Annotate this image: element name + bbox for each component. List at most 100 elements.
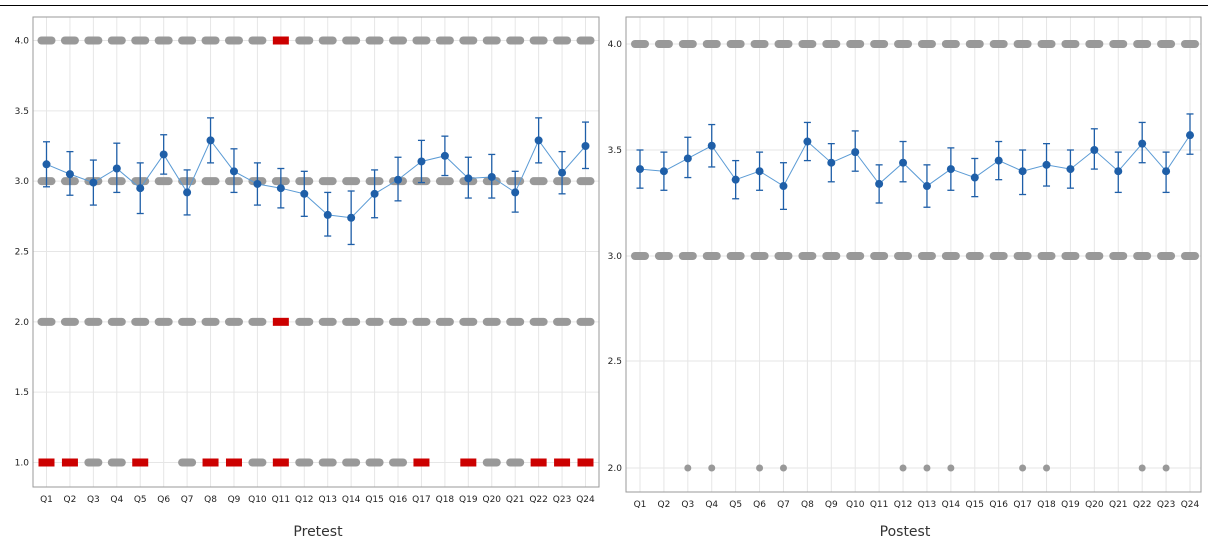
x-tick-label: Q20	[1085, 500, 1104, 510]
response-marker	[846, 252, 865, 260]
response-marker	[1138, 464, 1146, 472]
response-marker	[178, 317, 197, 326]
x-tick-label: Q19	[459, 495, 478, 505]
posttest-panel: 2.0 2.5 3.0 3.5 4.0 Q1 Q2 Q3 Q4 Q5 Q6 Q7 Q8 Q9 Q10 Q11 Q…	[608, 16, 1202, 510]
x-tick-label: Q1	[40, 495, 53, 505]
x-tick-label: Q1	[634, 500, 647, 510]
x-tick-label: Q14	[942, 500, 961, 510]
response-marker	[654, 40, 673, 48]
highlighted-response	[530, 458, 547, 467]
x-tick-label: Q12	[894, 500, 913, 510]
x-tick-label: Q23	[1157, 500, 1176, 510]
response-marker	[389, 458, 408, 467]
response-marker	[506, 458, 525, 467]
response-marker	[917, 40, 936, 48]
x-tick-label: Q8	[801, 500, 814, 510]
response-marker	[1181, 252, 1199, 260]
response-marker	[684, 464, 692, 472]
response-marker	[899, 464, 907, 472]
response-marker	[894, 40, 913, 48]
response-marker	[702, 40, 721, 48]
mean-point	[65, 170, 74, 179]
y-tick-label: 2.5	[15, 248, 29, 258]
response-marker	[154, 177, 173, 186]
x-tick-label: Q17	[1013, 500, 1032, 510]
response-marker	[37, 317, 56, 326]
x-tick-label: Q15	[365, 495, 384, 505]
mean-point	[970, 173, 979, 182]
x-tick-label: Q10	[846, 500, 865, 510]
response-marker	[846, 40, 865, 48]
response-marker	[84, 458, 103, 467]
x-tick-label: Q9	[825, 500, 838, 510]
response-marker	[154, 36, 173, 45]
mean-point	[136, 184, 145, 193]
response-marker	[459, 317, 478, 326]
response-marker	[482, 317, 501, 326]
response-marker	[989, 40, 1008, 48]
pretest-panel: 1.0 1.5 2.0 2.5 3.0 3.5 4.0 Q1 Q2 Q3 Q4 Q5 Q6 Q7 Q8 Q9 Q…	[15, 16, 600, 505]
mean-point	[636, 165, 644, 174]
response-marker	[435, 177, 454, 186]
mean-point	[1066, 165, 1075, 174]
response-marker	[365, 458, 384, 467]
response-marker	[482, 36, 501, 45]
y-tick-label: 2.5	[608, 357, 622, 367]
response-marker	[318, 458, 337, 467]
mean-point	[851, 148, 860, 157]
response-marker	[506, 36, 525, 45]
x-tick-label: Q11	[272, 495, 291, 505]
response-marker	[365, 36, 384, 45]
y-tick-label: 4.0	[608, 40, 623, 50]
mean-point	[440, 151, 449, 160]
highlighted-response	[38, 458, 55, 467]
highlighted-response	[272, 36, 289, 45]
response-marker	[131, 317, 150, 326]
x-tick-label: Q16	[989, 500, 1008, 510]
response-marker	[1043, 464, 1051, 472]
mean-line	[46, 139, 586, 219]
x-tick-label: Q4	[705, 500, 718, 510]
mean-point	[394, 175, 403, 184]
posttest-title: Postest	[880, 524, 931, 540]
y-tick-label: 1.5	[15, 388, 29, 398]
plot-frame	[625, 16, 1202, 493]
response-marker	[1157, 40, 1176, 48]
mean-point	[1138, 139, 1147, 148]
response-marker	[965, 252, 984, 260]
response-marker	[678, 252, 697, 260]
mean-line	[639, 134, 1191, 187]
response-marker	[822, 252, 841, 260]
x-tick-label: Q22	[1133, 500, 1152, 510]
response-marker	[318, 177, 337, 186]
mean-point	[206, 136, 215, 145]
response-marker	[1109, 40, 1128, 48]
response-marker	[295, 317, 314, 326]
x-tick-label: Q21	[1109, 500, 1128, 510]
mean-point	[558, 168, 567, 177]
response-marker	[529, 317, 548, 326]
y-tick-label: 1.0	[15, 459, 30, 469]
response-marker	[1013, 40, 1032, 48]
mean-point	[707, 141, 716, 150]
highlighted-response	[132, 458, 149, 467]
mean-point	[1114, 167, 1123, 176]
response-marker	[654, 252, 673, 260]
response-marker	[1019, 464, 1027, 472]
response-marker	[726, 252, 745, 260]
response-marker	[1181, 40, 1199, 48]
mean-point	[229, 167, 238, 176]
response-marker	[342, 177, 361, 186]
mean-point	[370, 189, 379, 198]
response-marker	[870, 40, 889, 48]
response-marker	[459, 36, 478, 45]
response-marker	[1013, 252, 1032, 260]
response-marker	[131, 36, 150, 45]
y-tick-label: 3.0	[608, 252, 623, 262]
response-marker	[965, 40, 984, 48]
mean-point	[1090, 146, 1099, 154]
response-markers	[631, 40, 1199, 472]
mean-point	[159, 150, 168, 159]
x-tick-label: Q2	[64, 495, 77, 505]
